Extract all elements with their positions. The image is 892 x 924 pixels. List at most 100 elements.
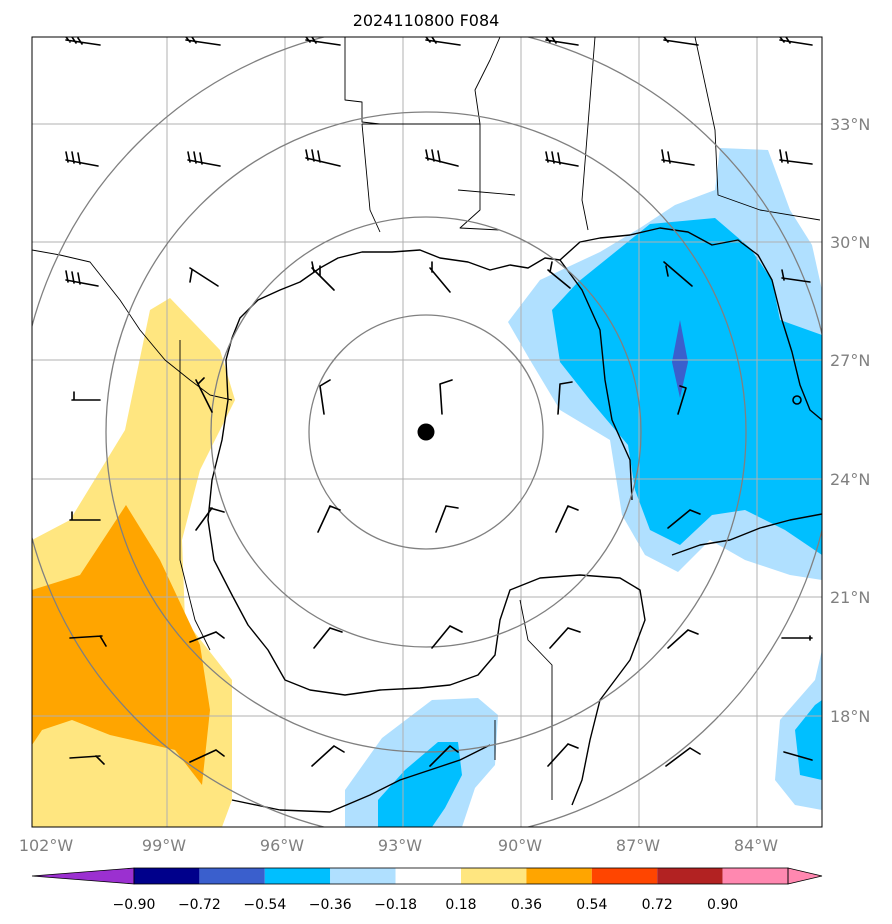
wind-barb (677, 385, 687, 415)
negative-mid-region-se (795, 700, 822, 780)
wind-barbs (65, 37, 813, 767)
range-rings (32, 37, 822, 827)
florida-west-coast (559, 259, 633, 501)
lat-tick-label: 24°N (830, 470, 870, 489)
positive-mid-region-west (32, 505, 210, 785)
colorbar-segment (657, 868, 723, 884)
colorbar-tick-label: −0.54 (243, 897, 286, 913)
latitude-axis: 33°N 30°N 27°N 24°N 21°N 18°N (830, 115, 870, 726)
wind-barb (667, 509, 701, 529)
wind-barb (781, 269, 811, 283)
wind-barb (779, 149, 813, 165)
wind-barb (65, 151, 99, 167)
longitude-axis: 102°W 99°W 96°W 93°W 90°W 87°W 84°W (19, 836, 778, 855)
wind-barb (665, 747, 701, 767)
wind-barb (305, 37, 341, 46)
wind-barb (69, 755, 105, 765)
colorbar-tick-label: 0.72 (642, 897, 673, 913)
colorbar-segment (134, 868, 200, 884)
wind-barb (311, 745, 345, 767)
range-ring-6deg (210, 216, 642, 648)
central-america-coast (231, 744, 491, 813)
range-ring-9deg (105, 111, 747, 753)
wind-barb (435, 505, 459, 533)
colorbar-segment (330, 868, 396, 884)
storm-center-marker (417, 423, 435, 441)
colorbar-tick-label: −0.90 (113, 897, 156, 913)
colorbar-tick-label: −0.36 (309, 897, 352, 913)
colorbar-tick-label: 0.90 (707, 897, 738, 913)
wind-barb (189, 267, 219, 287)
wind-barb (547, 261, 571, 289)
colorbar: −0.90 −0.72 −0.54 −0.36 −0.18 0.18 0.36 … (31, 867, 823, 913)
negative-mid-region-south (378, 742, 462, 827)
colorbar-tick-label: −0.72 (178, 897, 221, 913)
wind-barb (663, 261, 693, 287)
lon-tick-label: 102°W (19, 836, 74, 855)
lat-tick-label: 18°N (830, 707, 870, 726)
colorbar-tick-label: 0.54 (576, 897, 607, 913)
colorbar-segment (526, 868, 592, 884)
lon-tick-label: 84°W (734, 836, 778, 855)
colorbar-tick-label: −0.18 (374, 897, 417, 913)
wind-barb (781, 635, 813, 641)
wind-barb (667, 629, 699, 649)
wind-barb (549, 627, 581, 649)
cuba-outline (671, 513, 822, 556)
colorbar-segment (395, 868, 461, 884)
mexico-borders (32, 249, 553, 800)
wind-barb (305, 149, 341, 167)
colorbar-segment (591, 868, 658, 884)
positive-light-inner-south (70, 755, 185, 815)
wind-barb (69, 635, 107, 647)
map-layer (32, 37, 822, 827)
wind-barb (425, 149, 459, 167)
lat-tick-label: 30°N (830, 233, 870, 252)
wind-barb (779, 37, 813, 46)
wind-barb (429, 261, 451, 293)
colorbar-extend-high (787, 867, 823, 885)
colorbar-segment (722, 868, 788, 884)
lon-tick-label: 96°W (260, 836, 304, 855)
lat-tick-label: 27°N (830, 351, 870, 370)
chart-title: 2024110800 F084 (353, 11, 500, 30)
wind-barb (189, 631, 225, 643)
wind-barb (431, 625, 463, 649)
colorbar-tick-label: 0.18 (445, 897, 476, 913)
range-ring-3deg (308, 314, 544, 550)
small-circle-marker (792, 395, 802, 405)
colorbar-segment (264, 868, 331, 884)
wind-barb (439, 379, 453, 415)
wind-barb (195, 377, 213, 413)
lat-tick-label: 21°N (830, 588, 870, 607)
wind-barb (663, 37, 699, 46)
map-frame (31, 36, 823, 828)
wind-barb (319, 379, 331, 415)
lon-tick-label: 99°W (142, 836, 186, 855)
colorbar-segment (199, 868, 265, 884)
wind-barb (429, 745, 459, 767)
lat-tick-label: 33°N (830, 115, 870, 134)
wind-barb (195, 507, 225, 531)
wind-barb (783, 751, 813, 761)
wind-barb (65, 270, 99, 287)
wind-barb (545, 151, 579, 167)
lon-tick-label: 90°W (498, 836, 542, 855)
wind-barb (313, 627, 343, 649)
lon-tick-label: 93°W (378, 836, 422, 855)
wind-barb (317, 505, 341, 533)
wind-barb (547, 743, 579, 767)
gridlines (32, 37, 822, 827)
wind-barb (65, 37, 101, 46)
wind-barb (311, 261, 335, 291)
wind-barb (425, 37, 461, 46)
colorbar-tick-label: 0.36 (511, 897, 542, 913)
colorbar-segment (461, 868, 527, 884)
wind-barb (71, 391, 101, 401)
lon-tick-label: 87°W (616, 836, 660, 855)
wind-barb (189, 749, 225, 763)
negative-strong-region (672, 320, 688, 398)
wind-barb (555, 505, 579, 533)
colorbar-extend-low (31, 867, 135, 885)
us-state-borders (344, 37, 821, 233)
